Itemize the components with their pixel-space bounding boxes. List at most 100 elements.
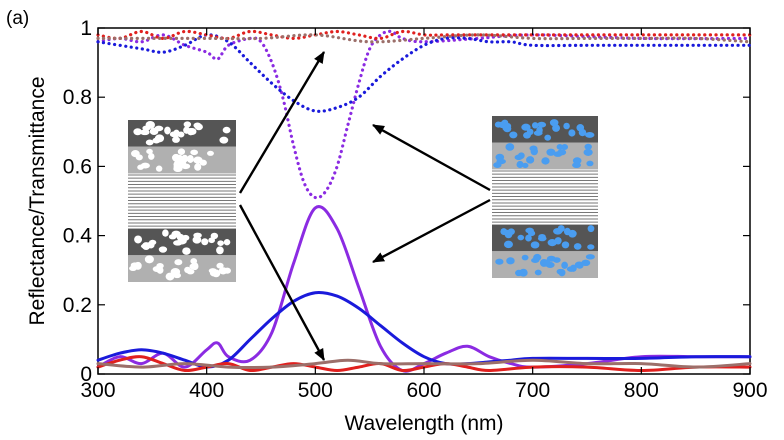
nanoparticle bbox=[149, 127, 159, 136]
nanoparticle bbox=[517, 152, 525, 159]
nanoparticle bbox=[530, 147, 538, 156]
nanoparticle bbox=[531, 122, 539, 129]
tick-group: 300 400 500 600 700 800 900 0 0.2 0.4 0.6 0.8 1 bbox=[63, 17, 768, 402]
nanoparticle bbox=[525, 234, 532, 242]
nanoparticle bbox=[537, 235, 547, 242]
nanoparticle bbox=[187, 128, 197, 136]
solid-series-line-1 bbox=[96, 290, 752, 369]
nanoparticle bbox=[585, 254, 595, 260]
nanoparticle bbox=[587, 225, 595, 233]
nanoparticle bbox=[212, 269, 221, 278]
annotation-arrows bbox=[238, 51, 491, 361]
nanoparticle bbox=[533, 253, 542, 261]
nanoparticle bbox=[521, 254, 529, 261]
nanoparticle bbox=[556, 144, 564, 150]
nanoparticle bbox=[207, 150, 214, 156]
x-tick-label: 400 bbox=[189, 379, 224, 402]
dotted-series-line-6 bbox=[96, 29, 752, 41]
nanoparticle bbox=[541, 157, 550, 165]
nanoparticle bbox=[177, 160, 187, 168]
y-tick-label: 0.6 bbox=[63, 155, 92, 178]
x-tick-label: 700 bbox=[515, 379, 550, 402]
nanoparticle bbox=[495, 258, 504, 265]
nanoparticle bbox=[148, 152, 155, 160]
blue-particle-inset bbox=[492, 116, 598, 278]
x-tick-label: 500 bbox=[298, 379, 333, 402]
nanoparticle bbox=[517, 234, 525, 241]
nanoparticle bbox=[223, 267, 231, 274]
nanoparticle bbox=[502, 125, 512, 132]
nanoparticle bbox=[537, 121, 547, 128]
nanoparticle bbox=[164, 126, 171, 135]
nanoparticle bbox=[191, 262, 199, 271]
nanoparticle bbox=[183, 121, 192, 128]
nanoparticle bbox=[170, 268, 181, 276]
nanoparticle bbox=[544, 134, 552, 141]
nanoparticle bbox=[135, 154, 143, 161]
nanoparticle bbox=[144, 255, 154, 264]
y-tick-label: 0 bbox=[80, 363, 92, 386]
solid-series-line-2 bbox=[96, 355, 752, 373]
nanoparticle bbox=[584, 143, 592, 150]
nanoparticle bbox=[530, 241, 540, 249]
nanoparticle bbox=[201, 238, 209, 246]
nanoparticle bbox=[155, 165, 163, 172]
nanoparticle bbox=[504, 230, 513, 239]
nanoparticle bbox=[572, 157, 582, 165]
nanoparticle bbox=[181, 234, 190, 241]
nanoparticle bbox=[496, 158, 506, 165]
dotted-series-line-7 bbox=[96, 33, 752, 44]
nanoparticle bbox=[561, 143, 569, 151]
nanoparticle bbox=[137, 164, 144, 170]
nanoparticle bbox=[194, 123, 203, 131]
x-tick-label: 300 bbox=[80, 379, 115, 402]
arrow-to-top-dip bbox=[238, 51, 326, 194]
nanoparticle bbox=[581, 259, 591, 267]
solid-series-line-3 bbox=[96, 358, 752, 370]
nanoparticle bbox=[506, 257, 515, 265]
nanoparticle bbox=[587, 244, 595, 250]
nanoparticle bbox=[216, 262, 224, 269]
nanoparticle bbox=[190, 149, 198, 156]
nanoparticle bbox=[526, 128, 534, 136]
nanoparticle bbox=[526, 156, 535, 164]
nanoparticle bbox=[152, 266, 161, 272]
nanoparticle bbox=[505, 143, 515, 151]
nanoparticle bbox=[576, 124, 585, 132]
nanoparticle bbox=[516, 160, 524, 169]
nanoparticle bbox=[172, 136, 180, 143]
nanoparticle bbox=[547, 239, 557, 247]
nanoparticle bbox=[566, 266, 576, 272]
inset-group bbox=[128, 116, 598, 282]
nanoparticle bbox=[573, 243, 582, 250]
nanoparticle bbox=[503, 240, 513, 249]
nanoparticle bbox=[216, 246, 224, 255]
nanoparticle bbox=[140, 129, 150, 136]
nanoparticle bbox=[525, 227, 534, 234]
arrow-to-bottom-peak bbox=[238, 204, 326, 361]
nanoparticle bbox=[208, 237, 215, 244]
nanoparticle bbox=[552, 124, 560, 132]
nanoparticle bbox=[193, 232, 202, 239]
nanoparticle bbox=[173, 240, 183, 246]
white-particle-inset bbox=[128, 120, 236, 282]
nanoparticle bbox=[168, 234, 177, 240]
nanoparticle bbox=[534, 269, 542, 276]
nanoparticle bbox=[217, 240, 224, 247]
nanoparticle bbox=[546, 148, 556, 156]
panel-label: (a) bbox=[6, 8, 29, 29]
nanoparticle bbox=[169, 131, 179, 138]
nanoparticle bbox=[568, 129, 576, 137]
dotted-series-line-4 bbox=[96, 29, 752, 200]
nanoparticle bbox=[223, 239, 231, 246]
y-axis-label: Reflectance/Transmittance bbox=[26, 77, 49, 326]
nanoparticle bbox=[177, 148, 186, 155]
nanoparticle bbox=[222, 126, 231, 134]
y-tick-label: 1 bbox=[80, 17, 92, 40]
x-tick-label: 900 bbox=[732, 379, 767, 402]
nanoparticle bbox=[154, 134, 165, 143]
curve-group bbox=[96, 29, 752, 373]
nanoparticle bbox=[519, 268, 528, 277]
nanoparticle bbox=[174, 259, 183, 266]
